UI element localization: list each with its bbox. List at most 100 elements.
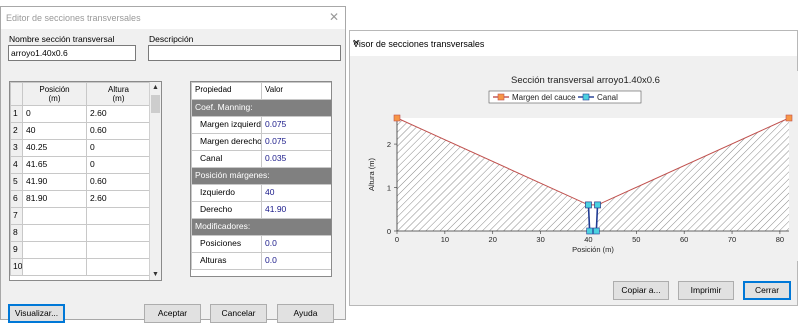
height-cell[interactable]: 2.60 [86, 190, 151, 208]
legend-marker [497, 93, 505, 101]
table-row[interactable]: 6 81.90 2.60 [10, 190, 151, 208]
property-value[interactable]: 0.0 [261, 252, 331, 270]
section-fill [397, 118, 789, 231]
table-row[interactable]: 3 40.25 0 [10, 139, 151, 157]
coordinates-grid[interactable]: Posición (m) Altura (m) 1 0 2.60 2 40 0.60 3 40.2… [9, 81, 162, 281]
property-value[interactable]: 0.075 [261, 133, 331, 151]
editor-title: Editor de secciones transversales [6, 13, 141, 23]
position-cell[interactable]: 41.90 [22, 173, 87, 191]
property-row[interactable]: Posiciones 0.0 [191, 235, 331, 253]
x-axis-label: Posición (m) [572, 245, 614, 254]
column-header-value: Valor [261, 82, 331, 100]
column-header-property: Propiedad [191, 82, 262, 100]
property-row[interactable]: Izquierdo 40 [191, 184, 331, 202]
close-button[interactable]: Cerrar [743, 281, 791, 300]
help-button[interactable]: Ayuda [277, 304, 334, 323]
property-value[interactable]: 40 [261, 184, 331, 202]
height-cell[interactable]: 0.60 [86, 173, 151, 191]
legend-label: Margen del cauce [512, 93, 576, 102]
section-name-input[interactable]: arroyo1.40x0.6 [8, 45, 136, 61]
description-input[interactable] [148, 45, 341, 61]
height-cell[interactable] [86, 207, 151, 225]
table-row[interactable]: 5 41.90 0.60 [10, 173, 151, 191]
property-label: Posición márgenes: [191, 167, 331, 185]
height-cell[interactable]: 2.60 [86, 105, 151, 123]
property-row[interactable]: Derecho 41.90 [191, 201, 331, 219]
position-cell[interactable] [22, 224, 87, 242]
column-header-position: Posición (m) [22, 82, 87, 106]
height-cell[interactable]: 0 [86, 156, 151, 174]
data-point [393, 114, 401, 122]
property-label: Coef. Manning: [191, 99, 331, 117]
property-value[interactable]: 0.0 [261, 235, 331, 253]
scroll-thumb[interactable] [151, 95, 160, 113]
properties-grid[interactable]: Propiedad Valor Coef. Manning: Margen izq… [190, 81, 332, 277]
table-row[interactable]: 2 40 0.60 [10, 122, 151, 140]
height-cell[interactable] [86, 224, 151, 242]
property-value[interactable]: 0.035 [261, 150, 331, 168]
property-row[interactable]: Margen derecho 0.075 [191, 133, 331, 151]
table-row[interactable]: 7 [10, 207, 151, 225]
position-cell[interactable] [22, 258, 87, 276]
viewer-titlebar[interactable]: Visor de secciones transversales × [350, 31, 797, 56]
legend-label: Canal [597, 93, 618, 102]
row-number: 5 [10, 173, 23, 191]
close-icon[interactable]: ✕ [328, 10, 339, 24]
position-cell[interactable]: 81.90 [22, 190, 87, 208]
property-row[interactable]: Canal 0.035 [191, 150, 331, 168]
property-row[interactable]: Margen izquierdo 0.075 [191, 116, 331, 134]
series-line-1 [587, 204, 599, 232]
data-point [785, 114, 793, 122]
row-number: 10 [10, 258, 23, 276]
property-row[interactable]: Alturas 0.0 [191, 252, 331, 270]
height-cell[interactable] [86, 258, 151, 276]
grid-scrollbar[interactable]: ▲ ▼ [149, 82, 161, 280]
row-number: 3 [10, 139, 23, 157]
position-cell[interactable]: 0 [22, 105, 87, 123]
editor-titlebar[interactable]: Editor de secciones transversales ✕ [1, 7, 345, 29]
position-cell[interactable]: 41.65 [22, 156, 87, 174]
name-label: Nombre sección transversal [9, 34, 115, 44]
property-section-row: Posición márgenes: [191, 167, 331, 185]
height-cell[interactable]: 0 [86, 139, 151, 157]
x-tick-label: 20 [489, 235, 497, 244]
position-cell[interactable] [22, 241, 87, 259]
x-tick-label: 40 [584, 235, 592, 244]
property-value[interactable]: 41.90 [261, 201, 331, 219]
height-cell[interactable]: 0.60 [86, 122, 151, 140]
viewer-title: Visor de secciones transversales [353, 39, 485, 49]
property-value[interactable]: 0.075 [261, 116, 331, 134]
property-label: Margen derecho [191, 133, 262, 151]
viewer-window: Visor de secciones transversales × Secci… [349, 30, 798, 306]
data-point [594, 201, 601, 209]
row-number: 6 [10, 190, 23, 208]
x-tick-label: 50 [632, 235, 640, 244]
position-cell[interactable]: 40.25 [22, 139, 87, 157]
height-cell[interactable] [86, 241, 151, 259]
print-button[interactable]: Imprimir [678, 281, 734, 300]
x-tick-label: 60 [680, 235, 688, 244]
viewer-close-icon[interactable]: × [353, 37, 360, 49]
position-cell[interactable]: 40 [22, 122, 87, 140]
copy-to-button[interactable]: Copiar a... [613, 281, 669, 300]
scroll-down-icon[interactable]: ▼ [152, 271, 159, 278]
table-row[interactable]: 4 41.65 0 [10, 156, 151, 174]
cancel-button[interactable]: Cancelar [210, 304, 267, 323]
property-label: Izquierdo [191, 184, 262, 202]
accept-button[interactable]: Aceptar [144, 304, 201, 323]
x-tick-label: 10 [441, 235, 449, 244]
scroll-up-icon[interactable]: ▲ [152, 84, 159, 91]
x-tick-label: 0 [395, 235, 399, 244]
visualize-button[interactable]: Visualizar... [8, 304, 65, 323]
x-tick-label: 80 [776, 235, 784, 244]
table-row[interactable]: 10 [10, 258, 151, 276]
legend-box [488, 90, 642, 104]
description-label: Descripción [149, 34, 194, 44]
table-row[interactable]: 1 0 2.60 [10, 105, 151, 123]
table-row[interactable]: 8 [10, 224, 151, 242]
row-number: 8 [10, 224, 23, 242]
property-section-row: Coef. Manning: [191, 99, 331, 117]
position-cell[interactable] [22, 207, 87, 225]
table-row[interactable]: 9 [10, 241, 151, 259]
property-label: Alturas [191, 252, 262, 270]
